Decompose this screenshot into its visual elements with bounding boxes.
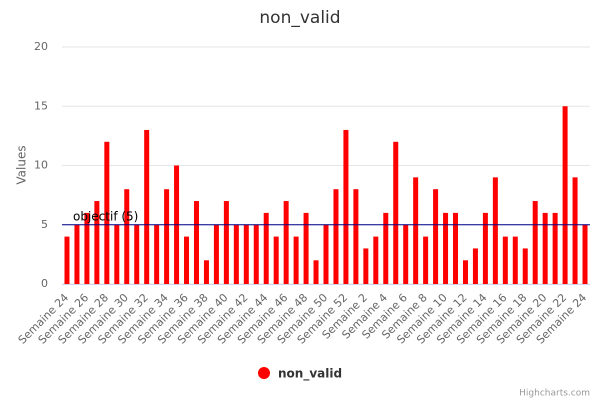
bar: [582, 224, 588, 284]
bar: [293, 236, 299, 284]
bar: [263, 212, 269, 284]
bar: [552, 212, 558, 284]
bar: [522, 248, 528, 284]
bar: [273, 236, 279, 284]
bar: [64, 236, 70, 284]
bar: [164, 189, 170, 284]
bar: [203, 260, 209, 284]
bar: [462, 260, 468, 284]
bar: [323, 224, 329, 284]
credits: Highcharts.com: [519, 389, 590, 399]
bar: [542, 212, 548, 284]
y-tick-label: 15: [34, 99, 48, 112]
bar: [154, 224, 160, 284]
bar: [443, 212, 449, 284]
bar: [124, 189, 130, 284]
bar: [353, 189, 359, 284]
plot-line-label: objectif (5): [73, 209, 138, 223]
bar: [492, 177, 498, 284]
bar: [423, 236, 429, 284]
bar: [193, 201, 199, 284]
bar: [253, 224, 259, 284]
bar: [343, 129, 349, 284]
bar: [134, 224, 140, 284]
bar: [383, 212, 389, 284]
bar: [572, 177, 578, 284]
bar: [213, 224, 219, 284]
bar: [114, 224, 120, 284]
y-axis-title: Values: [15, 145, 29, 184]
bar: [313, 260, 319, 284]
bar: [74, 224, 80, 284]
bar: [333, 189, 339, 284]
bar: [433, 189, 439, 284]
bar: [502, 236, 508, 284]
bar: [373, 236, 379, 284]
bar: [472, 248, 478, 284]
bar: [453, 212, 459, 284]
bar: [363, 248, 369, 284]
y-tick-label: 5: [41, 218, 48, 231]
bar: [84, 212, 90, 284]
bar: [233, 224, 239, 284]
bar: [283, 201, 289, 284]
y-tick-label: 10: [34, 159, 48, 172]
bar: [243, 224, 249, 284]
bar: [144, 129, 150, 284]
bar: [223, 201, 229, 284]
bar: [184, 236, 190, 284]
bar: [104, 141, 110, 284]
bar: [482, 212, 488, 284]
bar: [303, 212, 309, 284]
bar: [94, 201, 100, 284]
y-tick-label: 0: [41, 277, 48, 290]
legend-symbol: [258, 367, 270, 379]
bar: [393, 141, 399, 284]
bar: [532, 201, 538, 284]
bar: [512, 236, 518, 284]
bar: [562, 106, 568, 284]
bar: [403, 224, 409, 284]
bar: [413, 177, 419, 284]
chart-title: non_valid: [259, 8, 340, 28]
y-tick-label: 20: [34, 40, 48, 53]
legend-label: non_valid: [278, 367, 342, 382]
